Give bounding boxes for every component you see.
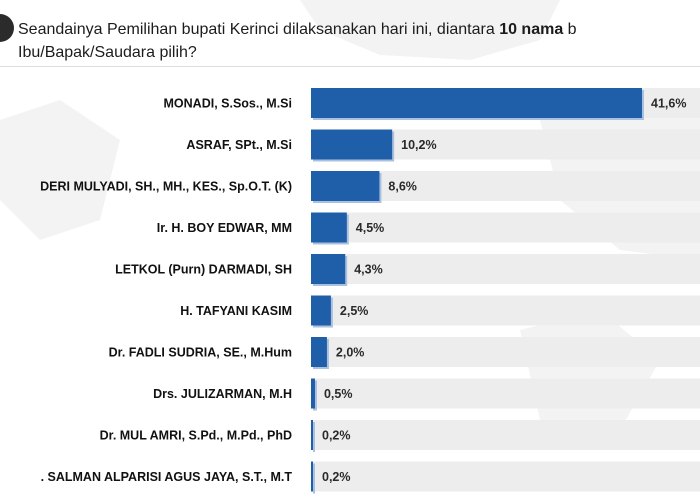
category-label: Drs. JULIZARMAN, M.H [153, 387, 292, 401]
value-label: 41,6% [651, 97, 686, 111]
bar [311, 254, 346, 284]
category-label: . SALMAN ALPARISI AGUS JAYA, S.T., M.T [41, 470, 293, 484]
bar [311, 337, 327, 367]
bar-track [311, 337, 700, 367]
category-label: Ir. H. BOY EDWAR, MM [157, 221, 292, 235]
bar-track [311, 295, 700, 326]
bar-track [311, 212, 700, 243]
question-number-badge [0, 14, 14, 42]
bar-track [311, 378, 700, 409]
value-label: 0,2% [322, 470, 351, 484]
value-label: 8,6% [388, 180, 417, 194]
bar [311, 461, 313, 492]
category-label: LETKOL (Purn) DARMADI, SH [115, 263, 292, 277]
value-label: 2,5% [340, 304, 369, 318]
value-label: 4,3% [354, 263, 383, 277]
bar-track [311, 254, 700, 284]
bar-shadow [313, 463, 315, 494]
value-label: 0,2% [322, 429, 351, 443]
question-line1-end: b [563, 21, 577, 38]
bar [311, 295, 331, 326]
question-line1-bold: 10 nama [499, 21, 564, 38]
bar [311, 420, 313, 450]
bar [311, 171, 380, 201]
category-label: ASRAF, SPt., M.Si [186, 138, 292, 152]
bar [311, 129, 393, 160]
category-label: H. TAFYANI KASIM [180, 304, 292, 318]
value-label: 2,0% [336, 346, 365, 360]
bar-shadow [313, 422, 315, 452]
category-label: MONADI, S.Sos., M.Si [164, 97, 293, 111]
bar [311, 212, 347, 243]
header-divider [0, 66, 700, 67]
bar-shadow [313, 380, 317, 411]
bar [311, 378, 315, 409]
value-label: 10,2% [401, 138, 436, 152]
question-line1-start: Seandainya Pemilihan bupati Kerinci dila… [18, 21, 500, 38]
question-text: Seandainya Pemilihan bupati Kerinci dila… [18, 18, 700, 64]
value-label: 4,5% [356, 221, 385, 235]
category-label: Dr. FADLI SUDRIA, SE., M.Hum [109, 346, 292, 360]
category-label: DERI MULYADI, SH., MH., KES., Sp.O.T. (K… [40, 180, 292, 194]
question-line2: Ibu/Bapak/Saudara pilih? [18, 44, 197, 61]
bar-track [311, 461, 700, 492]
value-label: 0,5% [324, 387, 353, 401]
bar [311, 88, 642, 118]
category-label: Dr. MUL AMRI, S.Pd., M.Pd., PhD [100, 429, 292, 443]
bar-track [311, 420, 700, 450]
